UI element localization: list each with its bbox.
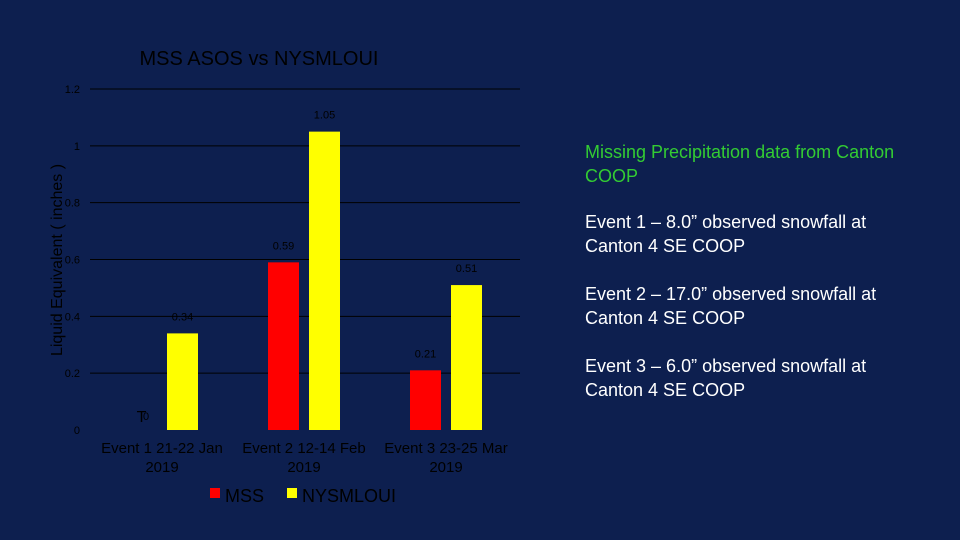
x-category-label: 2019 bbox=[429, 459, 462, 476]
bar-data-label: 0.21 bbox=[415, 348, 436, 360]
zero-label: 0 bbox=[143, 411, 149, 423]
bar-nysmloui-1 bbox=[167, 333, 198, 430]
bar-data-label: 0.59 bbox=[273, 240, 294, 252]
x-category-label: Event 2 12-14 Feb bbox=[242, 440, 365, 457]
y-axis-label: Liquid Equivalent ( inches ) bbox=[49, 164, 66, 356]
legend-swatch-mss bbox=[210, 488, 220, 498]
bar-nysmloui-2 bbox=[309, 131, 340, 430]
missing-data-note: Missing Precipitation data from Canton C… bbox=[585, 142, 895, 186]
y-tick-label: 0.8 bbox=[65, 198, 80, 210]
bar-labels: T 0.59 0.21 0.34 1.05 0.51 0 bbox=[137, 110, 478, 426]
legend-label-nysmloui: NYSMLOUI bbox=[302, 486, 396, 506]
grid-lines bbox=[90, 88, 520, 374]
bar-data-label: 0.34 bbox=[172, 311, 193, 323]
y-tick-label: 0.2 bbox=[65, 368, 80, 380]
y-ticks: 0 0.2 0.4 0.6 0.8 1 1.2 bbox=[65, 84, 80, 437]
bar-mss-2 bbox=[268, 262, 299, 430]
event2-note: Event 2 – 17.0” observed snowfall at Can… bbox=[585, 284, 877, 328]
y-tick-label: 0.6 bbox=[65, 255, 80, 267]
x-category-label: 2019 bbox=[287, 459, 320, 476]
x-category-label: 2019 bbox=[145, 459, 178, 476]
y-tick-label: 0.4 bbox=[65, 311, 80, 323]
y-tick-label: 1.2 bbox=[65, 84, 80, 96]
bar-nysmloui-3 bbox=[451, 285, 482, 430]
x-categories: Event 1 21-22 Jan 2019 Event 2 12-14 Feb 20… bbox=[101, 440, 508, 476]
y-tick-label: 0 bbox=[74, 425, 80, 437]
bar-mss-3 bbox=[410, 370, 441, 430]
notes-panel: Missing Precipitation data from Canton C… bbox=[585, 140, 915, 426]
bar-data-label: T bbox=[137, 409, 147, 426]
bars bbox=[167, 131, 482, 430]
chart-title: MSS ASOS vs NYSMLOUI bbox=[140, 48, 379, 70]
legend-swatch-nysmloui bbox=[287, 488, 297, 498]
legend-label-mss: MSS bbox=[225, 486, 264, 506]
x-category-label: Event 3 23-25 Mar bbox=[384, 440, 507, 457]
bar-data-label: 0.51 bbox=[456, 263, 477, 275]
legend: MSS NYSMLOUI bbox=[210, 486, 396, 506]
event3-note: Event 3 – 6.0” observed snowfall at Cant… bbox=[585, 356, 867, 400]
bar-data-label: 1.05 bbox=[314, 110, 335, 122]
event1-note: Event 1 – 8.0” observed snowfall at Cant… bbox=[585, 212, 867, 256]
y-tick-label: 1 bbox=[74, 141, 80, 153]
x-category-label: Event 1 21-22 Jan bbox=[101, 440, 223, 457]
